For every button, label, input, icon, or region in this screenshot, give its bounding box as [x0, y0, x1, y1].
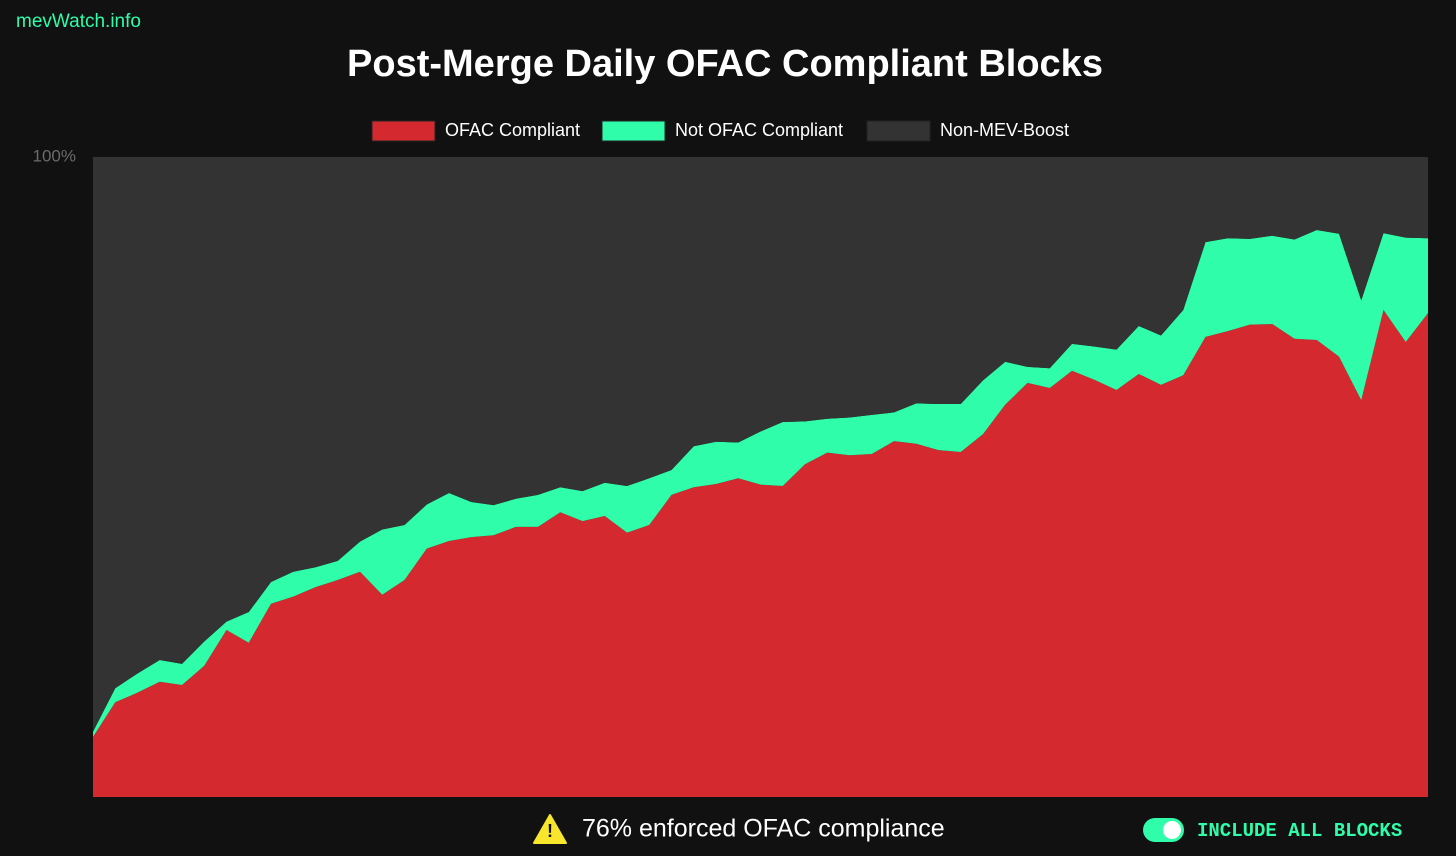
- chart-title: Post-Merge Daily OFAC Compliant Blocks: [347, 43, 1103, 85]
- legend-swatch: [601, 120, 666, 142]
- area: [93, 157, 1428, 732]
- y-tick-label: 100%: [33, 146, 76, 165]
- site-name[interactable]: mevWatch.info: [16, 11, 141, 32]
- toggle-label[interactable]: INCLUDE ALL BLOCKS: [1197, 820, 1402, 842]
- area: [93, 229, 1428, 737]
- legend-label: OFAC Compliant: [445, 120, 580, 140]
- legend-label: Not OFAC Compliant: [675, 120, 843, 140]
- compliance-note: 76% enforced OFAC compliance: [582, 815, 945, 843]
- legend-swatch: [866, 120, 931, 142]
- legend: OFAC Compliant Not OFAC Compliant Non-MEV-…: [371, 120, 1069, 142]
- plot: [93, 157, 1428, 797]
- warning-icon: [533, 814, 567, 844]
- legend-swatch: [371, 120, 436, 142]
- area: [93, 309, 1428, 797]
- toggle[interactable]: [1143, 818, 1184, 842]
- warning-glyph: !: [547, 821, 553, 841]
- toggle-knob[interactable]: [1163, 821, 1181, 839]
- legend-label: Non-MEV-Boost: [940, 120, 1069, 140]
